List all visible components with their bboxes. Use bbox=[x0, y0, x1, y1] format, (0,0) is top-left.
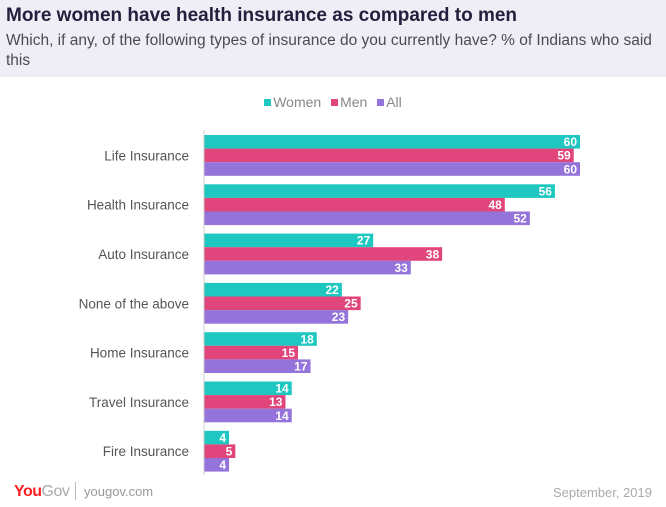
yougov-logo: YouGov bbox=[14, 483, 70, 500]
legend: Women Men All bbox=[0, 94, 666, 110]
bar-men bbox=[204, 395, 286, 409]
bar-all bbox=[204, 211, 530, 226]
data-label: 38 bbox=[426, 247, 440, 261]
chart-title: More women have health insurance as comp… bbox=[6, 5, 518, 26]
data-label: 14 bbox=[275, 382, 289, 396]
legend-item-all: All bbox=[377, 94, 402, 110]
bar-women bbox=[204, 282, 342, 297]
footer-date: September, 2019 bbox=[552, 485, 652, 500]
bar-men bbox=[204, 148, 574, 163]
category-label: None of the above bbox=[79, 296, 189, 311]
data-label: 59 bbox=[557, 149, 571, 163]
bar-men bbox=[204, 296, 361, 311]
data-label: 14 bbox=[275, 409, 289, 423]
category-label: Health Insurance bbox=[87, 198, 189, 213]
data-label: 15 bbox=[282, 346, 296, 360]
data-label: 56 bbox=[539, 184, 553, 198]
footer-divider bbox=[75, 482, 76, 500]
bar-women bbox=[204, 135, 580, 149]
data-label: 52 bbox=[514, 212, 528, 226]
bar-men bbox=[204, 444, 236, 458]
data-label: 27 bbox=[357, 234, 371, 248]
category-label: Life Insurance bbox=[104, 148, 189, 163]
bar-all bbox=[204, 458, 230, 472]
chart-subtitle: Which, if any, of the following types of… bbox=[6, 32, 652, 69]
category-label: Auto Insurance bbox=[98, 247, 189, 262]
data-label: 25 bbox=[344, 297, 358, 311]
legend-item-men: Men bbox=[331, 94, 367, 110]
data-label: 4 bbox=[219, 458, 226, 472]
legend-item-women: Women bbox=[264, 94, 321, 110]
header: More women have health insurance as comp… bbox=[0, 0, 666, 77]
bar-all bbox=[204, 359, 311, 373]
bar-all bbox=[204, 310, 349, 324]
data-label: 60 bbox=[564, 135, 578, 149]
data-label: 33 bbox=[394, 261, 408, 275]
data-label: 17 bbox=[294, 360, 308, 374]
bar-women bbox=[204, 332, 317, 346]
data-label: 18 bbox=[300, 332, 314, 346]
category-label: Travel Insurance bbox=[89, 395, 189, 410]
data-label: 5 bbox=[226, 445, 233, 459]
data-label: 13 bbox=[269, 395, 283, 409]
bar-men bbox=[204, 197, 505, 212]
footer-site: yougov.com bbox=[84, 484, 154, 499]
category-label: Fire Insurance bbox=[103, 444, 189, 459]
data-label: 48 bbox=[488, 198, 502, 212]
bar-women bbox=[204, 233, 374, 248]
data-label: 22 bbox=[326, 283, 340, 297]
bar-all bbox=[204, 162, 580, 176]
data-label: 60 bbox=[564, 162, 578, 176]
bar-women bbox=[204, 381, 292, 396]
bar-all bbox=[204, 260, 411, 275]
bar-women bbox=[204, 430, 230, 445]
data-label: 4 bbox=[219, 431, 226, 445]
bar-women bbox=[204, 184, 555, 198]
bar-all bbox=[204, 408, 292, 423]
category-label: Home Insurance bbox=[90, 346, 189, 361]
data-label: 23 bbox=[332, 310, 346, 324]
bar-men bbox=[204, 345, 298, 360]
bar-men bbox=[204, 247, 443, 261]
